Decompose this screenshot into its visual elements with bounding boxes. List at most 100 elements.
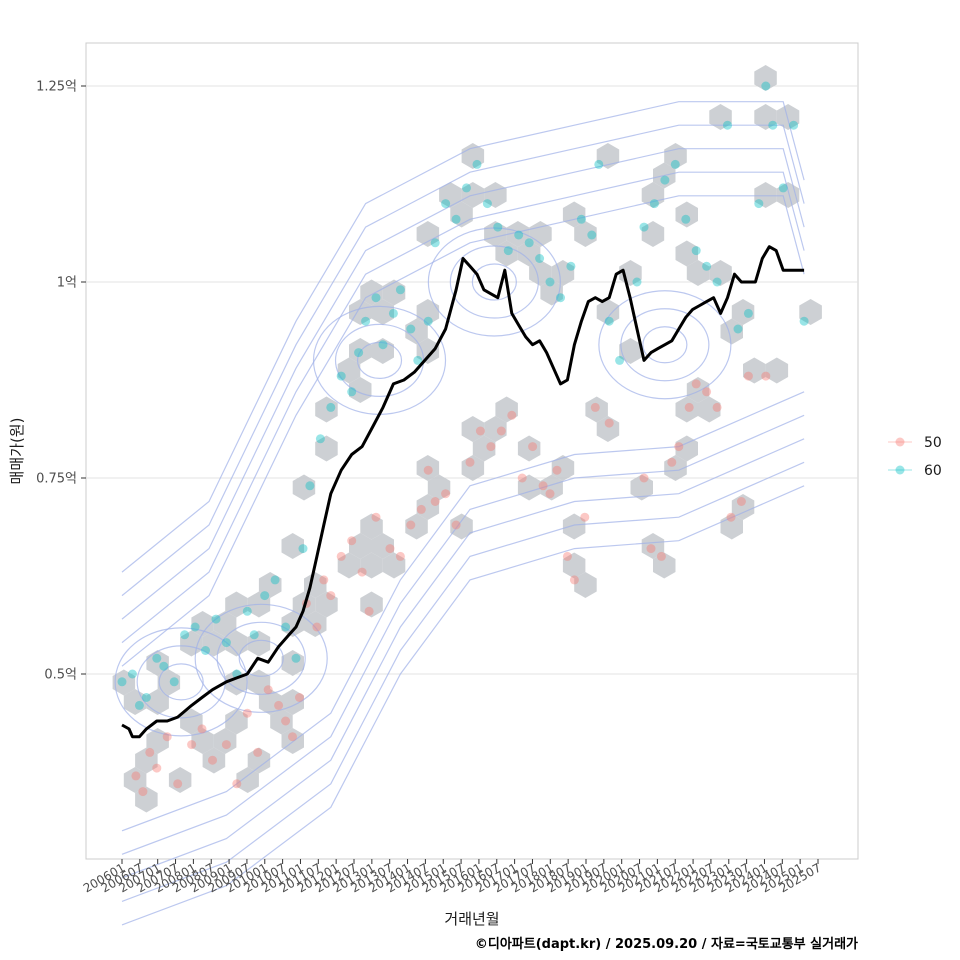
point-series-60 — [691, 246, 701, 256]
density-contour — [216, 621, 306, 695]
hexbin-cell — [686, 377, 710, 403]
caption: ©디아파트(dapt.kr) / 2025.09.20 / 자료=국토교통부 실… — [475, 936, 858, 952]
point-series-60 — [430, 238, 440, 248]
hexbin-cell — [596, 143, 620, 169]
hexbin-cell — [236, 767, 259, 793]
point-series-50 — [145, 747, 155, 757]
hexbin-cell — [517, 474, 541, 501]
point-series-50 — [580, 512, 590, 522]
point-series-60 — [441, 199, 451, 209]
point-series-60 — [451, 214, 461, 224]
hexbin-cell — [304, 611, 327, 637]
hexbin-cell — [675, 201, 698, 228]
point-series-50 — [208, 755, 217, 765]
point-series-60 — [361, 316, 371, 326]
hexbin-cell — [315, 435, 338, 462]
hexbin-cell — [562, 513, 586, 540]
hexbin-cell — [416, 221, 440, 247]
point-series-50 — [726, 512, 736, 522]
hexbin-cell — [630, 474, 653, 501]
point-series-60 — [670, 159, 680, 169]
hexbin-cell — [135, 786, 158, 813]
density-contour — [598, 290, 732, 400]
point-series-50 — [552, 465, 562, 475]
hexbin-cell — [168, 767, 192, 793]
point-series-60 — [615, 355, 625, 365]
hexbin-cell — [619, 338, 642, 364]
density-contour-upper — [121, 101, 805, 573]
hexbin-cell — [427, 474, 451, 501]
hexbin-cell — [439, 182, 462, 208]
point-series-60 — [221, 638, 231, 648]
y-tick-label: 1.25억 — [36, 80, 77, 95]
hexbin-cell — [472, 435, 496, 462]
hexbin-cell — [360, 279, 383, 306]
point-series-50 — [646, 544, 656, 554]
point-series-50 — [667, 457, 677, 467]
point-series-60 — [660, 175, 670, 185]
point-series-60 — [159, 661, 169, 671]
hexbin-cell — [247, 630, 271, 657]
hexbin-cell — [213, 611, 237, 637]
hexbin-cell — [416, 338, 440, 364]
point-series-60 — [141, 693, 151, 702]
point-series-50 — [253, 747, 263, 757]
density-contour-upper — [121, 171, 805, 644]
point-series-60 — [298, 544, 308, 554]
point-series-60 — [778, 183, 788, 193]
point-series-60 — [556, 293, 565, 303]
point-series-50 — [288, 732, 297, 742]
hexbin-cell — [517, 240, 541, 267]
point-series-50 — [423, 465, 433, 475]
x-axis-ticks: 2006012006072007012007072008012008072009… — [81, 859, 824, 896]
hexbin-cell — [258, 572, 282, 598]
point-series-50 — [336, 551, 346, 561]
hexbin-cell — [540, 474, 563, 501]
hexbin-cell — [281, 533, 304, 559]
hexbin-cell — [281, 728, 304, 754]
point-series-60 — [395, 285, 405, 295]
hexbin-cell — [574, 221, 597, 247]
hexbin-cell — [292, 474, 316, 501]
point-series-60 — [587, 230, 597, 240]
hexbin-cell — [754, 65, 777, 91]
density-contour — [114, 627, 248, 737]
point-series-50 — [242, 708, 252, 718]
hexbin-cell — [349, 377, 372, 403]
point-series-60 — [371, 293, 381, 303]
point-series-60 — [281, 622, 291, 632]
point-series-60 — [260, 591, 270, 601]
point-series-60 — [639, 222, 649, 232]
point-series-60 — [743, 308, 753, 318]
hexbin-cell — [517, 435, 541, 462]
point-series-60 — [336, 371, 346, 381]
density-contour — [620, 308, 710, 382]
point-series-50 — [138, 787, 148, 797]
point-series-60 — [702, 261, 712, 271]
hexbin-cell — [450, 513, 473, 540]
point-series-50 — [562, 551, 572, 561]
point-series-60 — [462, 183, 471, 193]
hexbin-cell — [641, 533, 665, 559]
hexbin-cell — [281, 650, 304, 676]
hexbin-cell — [371, 299, 394, 325]
point-series-60 — [594, 159, 604, 169]
point-series-60 — [378, 340, 388, 350]
point-series-60 — [211, 614, 221, 624]
hexbin-cell — [371, 533, 394, 559]
point-series-50 — [517, 473, 527, 483]
hexbin-cell — [709, 260, 732, 286]
y-axis-title: 매매가(원) — [8, 418, 26, 485]
point-series-50 — [385, 544, 395, 554]
point-series-60 — [789, 120, 799, 130]
point-series-50 — [736, 497, 746, 506]
point-series-50 — [441, 489, 451, 499]
point-series-50 — [131, 771, 141, 781]
density-contour — [194, 603, 328, 713]
hexbin-cell — [675, 396, 698, 423]
hexbin-cell — [686, 260, 710, 286]
hexbin-cell — [337, 357, 361, 384]
point-series-60 — [354, 348, 364, 358]
hexbin-cell — [484, 416, 507, 442]
hexbin-cell — [529, 221, 552, 247]
